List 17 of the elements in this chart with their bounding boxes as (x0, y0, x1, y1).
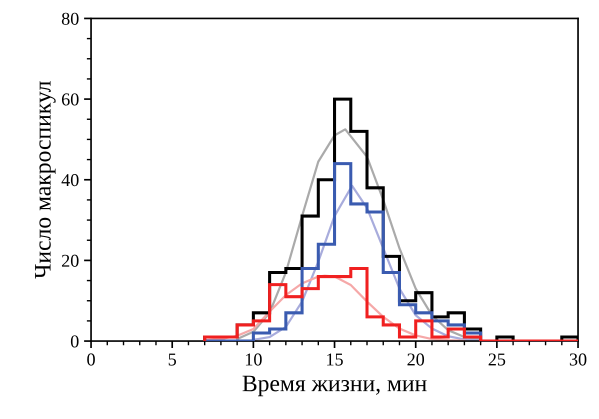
x-tick-label: 30 (570, 353, 586, 366)
y-tick-label: 40 (62, 174, 79, 186)
y-tick-label: 80 (62, 12, 79, 25)
x-tick-label: 5 (168, 354, 176, 366)
y-tick-label: 0 (70, 335, 79, 348)
x-tick-label: 0 (87, 353, 95, 366)
y-tick-label: 60 (62, 93, 79, 106)
x-tick-label: 20 (407, 353, 424, 366)
line-series (236, 128, 482, 341)
x-axis-title: Время жизни, мин (242, 376, 427, 396)
line-series (252, 184, 482, 342)
y-tick-label: 20 (62, 254, 79, 267)
y-axis-title: Число макроспикул (35, 81, 56, 279)
x-tick-label: 25 (488, 353, 506, 366)
x-tick-label: 15 (327, 353, 343, 366)
line-series (204, 274, 466, 342)
x-tick-label: 10 (246, 353, 262, 366)
